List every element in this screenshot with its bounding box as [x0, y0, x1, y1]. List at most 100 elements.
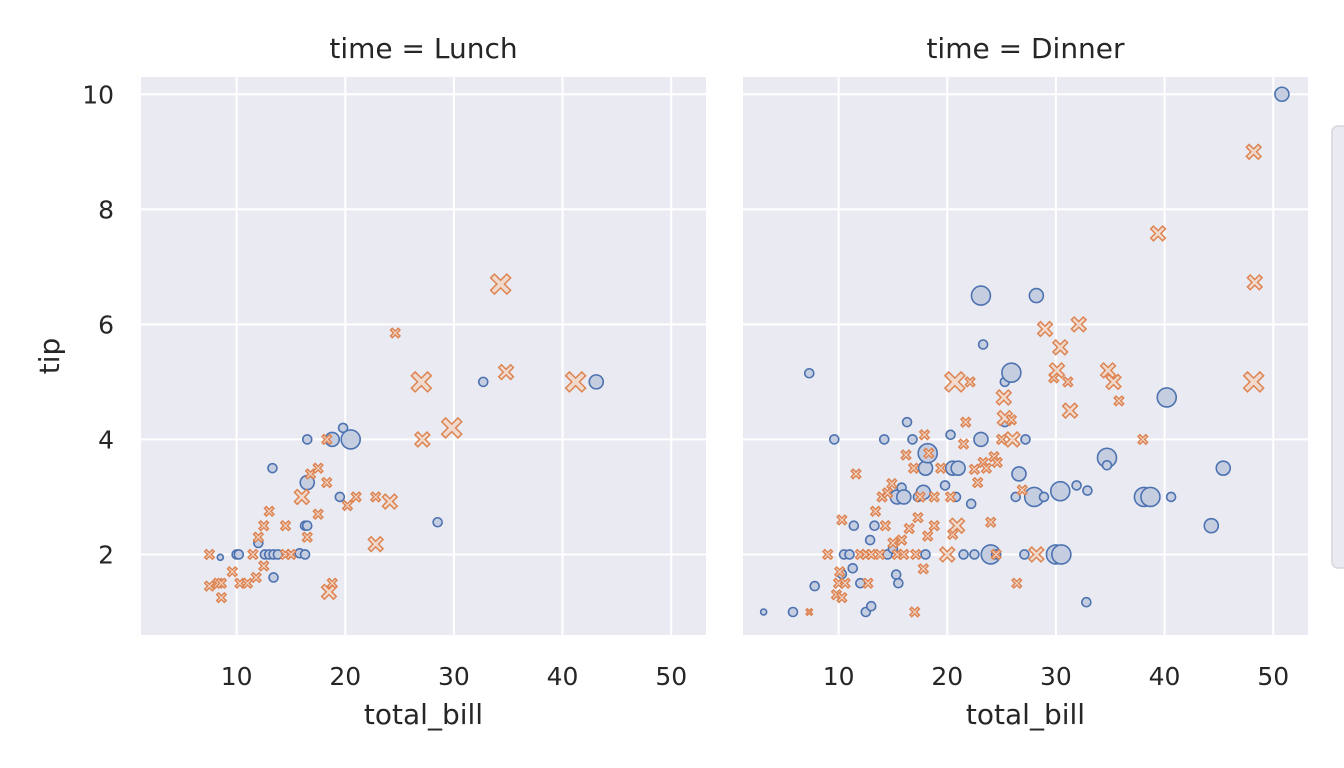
facet-panel-1: time = Lunch 10 20 30 40 50 total_bill 2 4 6 8 10 ti… — [33, 32, 706, 731]
data-point-x — [326, 577, 339, 590]
data-point-circle — [865, 600, 877, 612]
data-point-circle — [1001, 362, 1022, 383]
data-point-x — [1149, 225, 1167, 242]
data-point-x — [1105, 373, 1122, 391]
data-point-circle — [268, 572, 279, 583]
data-point-x — [350, 491, 362, 503]
data-point-circle — [216, 553, 225, 562]
data-point-circle — [301, 520, 313, 532]
data-point-circle — [432, 516, 443, 528]
data-point-x — [341, 499, 354, 512]
data-point-x — [293, 488, 311, 506]
data-point-x — [1027, 546, 1045, 563]
panel-title: time = Lunch — [329, 32, 517, 65]
data-point-circle — [301, 434, 313, 445]
data-point-circle — [907, 434, 918, 445]
data-point-x — [369, 491, 382, 503]
data-point-x — [917, 563, 930, 575]
data-point-circle — [950, 460, 966, 476]
data-point-x — [263, 505, 276, 518]
data-point-circle — [1049, 480, 1071, 502]
x-tick-label: 10 — [221, 662, 253, 691]
data-point-x — [908, 606, 921, 618]
data-point-circle — [965, 498, 977, 510]
data-point-x — [968, 463, 981, 476]
data-point-circle — [1038, 491, 1050, 503]
data-point-circle — [787, 606, 799, 618]
data-point-x — [1061, 402, 1079, 420]
series-x-markers — [203, 273, 587, 604]
data-point-circle — [893, 577, 904, 589]
panel-background — [141, 77, 706, 635]
panel-background — [743, 77, 1308, 635]
data-point-circle — [1020, 434, 1031, 445]
data-point-x — [440, 416, 463, 439]
data-point-x — [1242, 370, 1265, 393]
data-point-x — [957, 438, 970, 450]
data-point-x — [928, 519, 941, 532]
data-point-x — [215, 591, 228, 604]
data-point-x — [862, 577, 874, 590]
data-point-x — [257, 560, 270, 572]
data-point-circle — [977, 339, 989, 350]
data-point-x — [921, 530, 934, 542]
data-point-x — [321, 433, 333, 446]
data-point-x — [285, 548, 297, 561]
data-point-x — [1004, 430, 1021, 448]
data-point-circle — [855, 577, 866, 589]
x-tick-label: 20 — [329, 662, 361, 691]
x-tick-label: 20 — [931, 662, 963, 691]
data-point-x — [887, 537, 899, 549]
data-point-x — [1048, 361, 1066, 379]
data-point-x — [252, 531, 265, 543]
data-point-x — [1011, 577, 1023, 590]
data-point-circle — [1274, 86, 1290, 103]
legend-box — [1331, 125, 1344, 569]
data-point-circle — [864, 534, 876, 546]
data-point-circle — [1019, 549, 1030, 560]
data-point-circle — [272, 549, 284, 560]
facet-panel-2: time = Dinner 10 20 30 40 50 total_bill — [743, 32, 1308, 731]
data-point-x — [226, 565, 239, 578]
data-point-circle — [901, 416, 913, 428]
data-point-x — [909, 548, 922, 561]
data-point-x — [821, 548, 834, 561]
data-point-x — [301, 531, 314, 543]
data-point-x — [312, 462, 324, 474]
data-point-x — [944, 491, 957, 503]
data-point-circle — [1140, 486, 1161, 508]
data-point-x — [934, 462, 947, 474]
data-point-circle — [1082, 485, 1093, 496]
x-tick-label: 50 — [1257, 662, 1289, 691]
data-point-circle — [973, 431, 989, 448]
data-point-x — [247, 548, 259, 561]
data-point-x — [928, 491, 941, 503]
y-tick-label: 8 — [98, 195, 114, 224]
x-tick-label: 40 — [547, 662, 579, 691]
data-point-x — [497, 363, 515, 381]
x-tick-label: 40 — [1149, 662, 1181, 691]
data-point-circle — [828, 434, 840, 445]
data-point-x — [1245, 143, 1263, 161]
data-point-circle — [759, 608, 768, 616]
data-point-x — [914, 491, 926, 503]
data-point-x — [836, 514, 848, 526]
data-point-x — [203, 580, 216, 592]
data-point-x — [250, 571, 262, 584]
data-point-x — [895, 534, 908, 546]
data-point-circle — [1165, 491, 1177, 503]
y-axis-title: tip — [33, 338, 66, 375]
data-point-x — [874, 548, 886, 561]
data-point-x — [923, 447, 935, 460]
data-point-x — [321, 476, 333, 489]
data-point-circle — [1081, 596, 1092, 608]
data-point-x — [990, 548, 1002, 561]
x-tick-label: 10 — [823, 662, 855, 691]
data-point-x — [991, 456, 1004, 469]
data-point-x — [865, 548, 878, 561]
data-point-x — [938, 546, 956, 563]
data-point-x — [833, 565, 846, 578]
panel-title: time = Dinner — [926, 32, 1125, 65]
data-point-x — [367, 535, 385, 553]
data-point-x — [964, 376, 976, 388]
